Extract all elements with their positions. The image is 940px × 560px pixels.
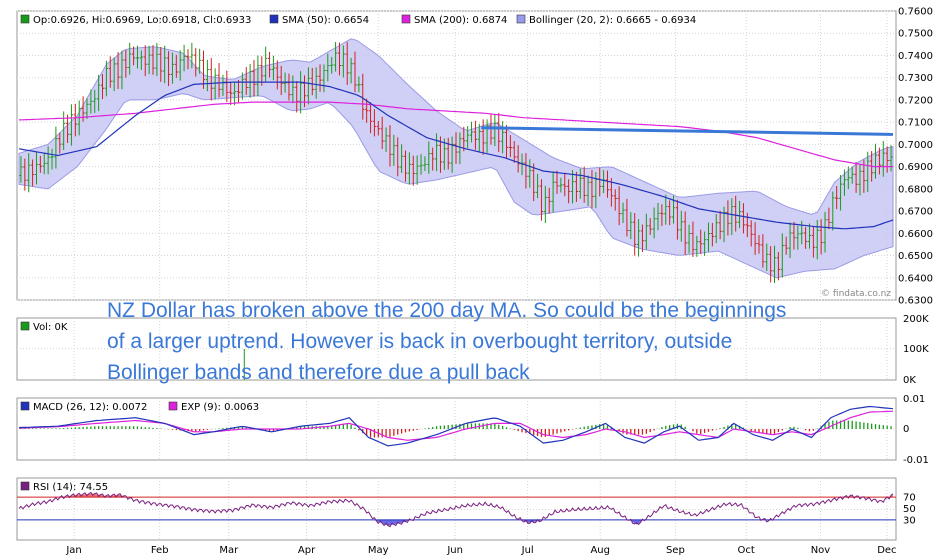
- macd-y-tick-label: 0.01: [903, 394, 925, 405]
- legend-label: Vol: 0K: [33, 322, 68, 333]
- ohlc-bars: [19, 42, 893, 284]
- macd-lines: [18, 405, 894, 447]
- month-tick-label: Dec: [877, 545, 896, 556]
- month-tick-label: Mar: [219, 545, 239, 556]
- legend-label: SMA (50): 0.6654: [282, 15, 369, 26]
- annotation-line-1: NZ Dollar has broken above the 200 day M…: [107, 299, 786, 322]
- month-tick-label: Aug: [590, 545, 610, 556]
- price-y-tick-label: 0.7000: [898, 140, 933, 151]
- price-y-tick-label: 0.7600: [898, 7, 933, 18]
- trendline-group: [481, 126, 894, 136]
- legends: Op:0.6926, Hi:0.6969, Lo:0.6918, Cl:0.69…: [20, 14, 696, 493]
- volume-y-tick-label: 0K: [903, 375, 916, 386]
- annotation-line-2: of a larger uptrend. However is back in …: [107, 330, 732, 353]
- month-tick-label: Apr: [298, 545, 316, 556]
- annotation-line-3: Bollinger bands and therefore due a pull…: [107, 361, 530, 384]
- month-tick-label: Jan: [65, 545, 81, 556]
- legend-swatch: [20, 321, 30, 331]
- price-y-tick-label: 0.6900: [898, 162, 933, 173]
- month-tick-label: Jun: [446, 545, 463, 556]
- sma-50-line: [18, 81, 894, 230]
- month-tick-label: Sep: [666, 545, 685, 556]
- price-y-tick-label: 0.7500: [898, 29, 933, 40]
- volume-y-tick-label: 100K: [903, 344, 929, 355]
- price-y-tick-label: 0.6800: [898, 184, 933, 195]
- month-tick-label: Nov: [811, 545, 831, 556]
- axis-ticks: 0.7600 0.7500 0.7400 0.7300 0.7200 0.7100 0.70…: [65, 7, 933, 557]
- legend-swatch: [20, 14, 30, 24]
- price-y-tick-label: 0.7300: [898, 73, 933, 84]
- legend-label: EXP (9): 0.0063: [181, 402, 259, 413]
- legend-swatch: [20, 481, 30, 491]
- legend-label: Bollinger (20, 2): 0.6665 - 0.6934: [529, 15, 696, 26]
- price-indicator-lines: [18, 81, 894, 230]
- macd-y-tick-label: 0: [903, 424, 909, 435]
- month-tick-label: Feb: [151, 545, 169, 556]
- rsi-y-tick-label: 30: [903, 515, 916, 526]
- month-tick-label: Jul: [521, 545, 534, 556]
- price-y-tick-label: 0.6400: [898, 273, 933, 284]
- annotation: NZ Dollar has broken above the 200 day M…: [107, 299, 786, 384]
- month-tick-label: May: [368, 545, 389, 556]
- sma-200-line: [18, 101, 893, 168]
- macd-y-tick-label: -0.01: [903, 455, 929, 466]
- rsi-y-tick-label: 70: [903, 493, 916, 504]
- watermark: © findata.co.nz: [821, 289, 891, 299]
- legend-label: RSI (14): 74.55: [33, 482, 108, 493]
- rsi-y-tick-label: 50: [903, 504, 916, 515]
- macd-line: [18, 405, 894, 447]
- price-y-tick-label: 0.6600: [898, 229, 933, 240]
- trendline: [481, 126, 894, 136]
- price-y-tick-label: 0.7100: [898, 118, 933, 129]
- legend-label: SMA (200): 0.6874: [414, 15, 507, 26]
- legend-label: MACD (26, 12): 0.0072: [33, 402, 147, 413]
- rsi-lines: [17, 491, 896, 528]
- legend-swatch: [516, 14, 526, 24]
- legend-swatch: [20, 401, 30, 411]
- price-y-tick-label: 0.6500: [898, 251, 933, 262]
- legend-swatch: [401, 14, 411, 24]
- price-y-tick-label: 0.6700: [898, 207, 933, 218]
- volume-y-tick-label: 200K: [903, 314, 929, 325]
- legend-label: Op:0.6926, Hi:0.6969, Lo:0.6918, Cl:0.69…: [33, 15, 251, 26]
- price-y-tick-label: 0.6300: [898, 296, 933, 307]
- month-tick-label: Oct: [738, 545, 755, 556]
- legend-swatch: [269, 14, 279, 24]
- legend-swatch: [168, 401, 178, 411]
- price-y-tick-label: 0.7200: [898, 95, 933, 106]
- rsi-line: [18, 491, 894, 528]
- price-y-tick-label: 0.7400: [898, 51, 933, 62]
